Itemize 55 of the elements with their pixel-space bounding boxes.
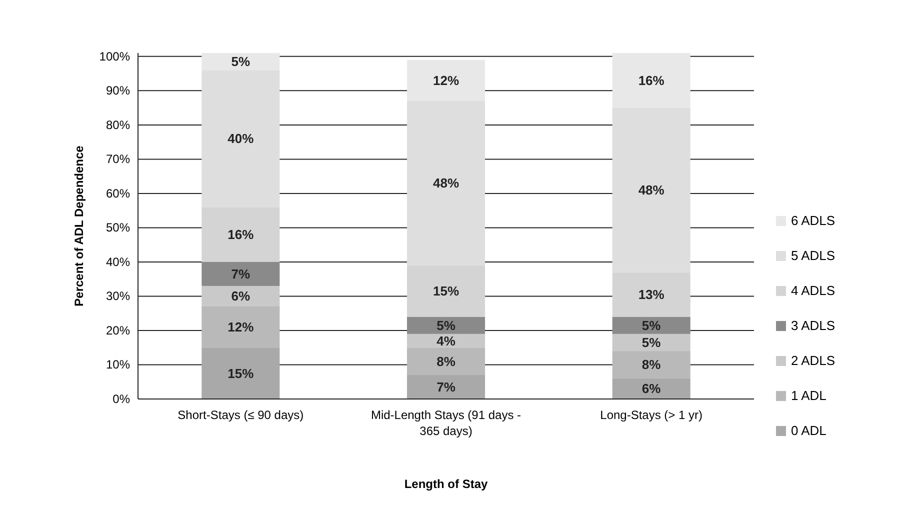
legend-label: 4 ADLS xyxy=(791,283,836,298)
data-label: 5% xyxy=(642,318,662,333)
bar xyxy=(406,348,486,376)
data-label: 48% xyxy=(432,176,460,191)
y-tick-label: 50% xyxy=(106,220,130,235)
data-label: 15% xyxy=(432,284,460,299)
bar xyxy=(612,351,690,378)
data-label: 5% xyxy=(436,318,456,333)
y-tick-label: 70% xyxy=(106,152,130,166)
data-label: 12% xyxy=(432,72,460,88)
data-label: 4% xyxy=(436,333,456,348)
y-tick-label: 100% xyxy=(99,49,130,64)
y-tick-label: 20% xyxy=(106,323,130,338)
data-label: 15% xyxy=(228,366,254,381)
legend-label: 1 ADL xyxy=(791,388,826,403)
x-tick-label: Long-Stays (> 1 yr) xyxy=(600,408,703,422)
legend-label: 6 ADLS xyxy=(791,213,836,228)
x-tick-label: Mid-Length Stays (91 days - 365 days) xyxy=(370,408,522,438)
y-tick-label: 0% xyxy=(112,392,130,406)
bar xyxy=(612,316,690,334)
bar xyxy=(202,306,280,348)
x-axis-title: Length of Stay xyxy=(404,477,488,491)
data-label: 6% xyxy=(642,381,662,396)
x-tick-label: Short-Stays (≤ 90 days) xyxy=(178,408,304,422)
legend-label: 2 ADLS xyxy=(791,353,836,368)
data-label: 7% xyxy=(436,380,456,395)
data-label: 13% xyxy=(638,287,665,302)
y-axis-title: Percent of ADL Dependence xyxy=(72,145,86,306)
data-label: 12% xyxy=(228,320,254,335)
bar xyxy=(612,378,690,399)
data-label: 40% xyxy=(228,131,254,146)
data-label: 16% xyxy=(638,72,665,88)
y-tick-label: 60% xyxy=(106,186,130,200)
data-label: 6% xyxy=(231,288,250,304)
data-label: 5% xyxy=(231,54,250,70)
legend-label: 3 ADLS xyxy=(791,318,836,333)
data-label: 5% xyxy=(642,334,662,350)
y-tick-label: 40% xyxy=(106,254,130,269)
y-tick-label: 30% xyxy=(106,289,130,304)
data-label: 48% xyxy=(638,182,665,198)
bar xyxy=(202,262,280,286)
bar xyxy=(406,316,486,334)
bar xyxy=(612,334,690,352)
legend-label: 5 ADLS xyxy=(791,248,836,263)
data-label: 8% xyxy=(436,354,456,369)
bar xyxy=(202,348,280,399)
legend-label: 0 ADL xyxy=(791,423,826,438)
y-tick-label: 10% xyxy=(106,358,130,372)
y-tick-label: 80% xyxy=(106,118,130,132)
bar xyxy=(202,286,280,307)
data-label: 16% xyxy=(228,227,254,242)
data-label: 8% xyxy=(642,357,662,372)
data-label: 7% xyxy=(231,266,250,282)
y-tick-label: 90% xyxy=(106,84,130,98)
bar xyxy=(406,375,486,399)
